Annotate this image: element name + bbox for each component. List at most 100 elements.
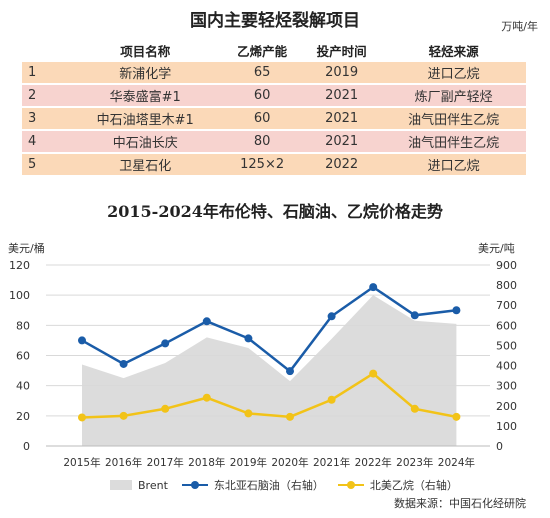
ethane-point bbox=[452, 412, 461, 421]
row-start-year: 2022 bbox=[301, 152, 382, 175]
right-tick-label: 900 bbox=[496, 259, 517, 272]
naphtha-point bbox=[161, 339, 170, 348]
row-capacity: 60 bbox=[222, 106, 302, 130]
x-tick-label: 2020年 bbox=[271, 456, 308, 469]
left-axis-unit: 美元/桶 bbox=[8, 242, 45, 255]
row-project-name: 中石油塔里木#1 bbox=[68, 106, 223, 130]
naphtha-point bbox=[410, 311, 419, 320]
right-tick-label: 400 bbox=[496, 360, 517, 373]
x-tick-label: 2019年 bbox=[230, 456, 267, 469]
right-tick-label: 300 bbox=[496, 380, 517, 393]
chart-title: 2015-2024年布伦特、石脑油、乙烷价格走势 bbox=[107, 202, 443, 221]
legend-label-brent: Brent bbox=[138, 478, 168, 492]
left-tick-label: 120 bbox=[9, 259, 30, 272]
table-unit: 万吨/年 bbox=[501, 20, 538, 33]
ethane-point bbox=[369, 369, 378, 378]
row-start-year: 2021 bbox=[301, 106, 382, 130]
x-tick-label: 2018年 bbox=[188, 456, 225, 469]
right-tick-label: 800 bbox=[496, 279, 517, 292]
row-feed-source: 进口乙烷 bbox=[381, 152, 526, 175]
naphtha-point bbox=[369, 283, 378, 292]
left-tick-label: 40 bbox=[16, 380, 30, 393]
naphtha-point bbox=[452, 306, 461, 315]
row-feed-source: 油气田伴生乙烷 bbox=[381, 129, 526, 153]
legend-item-naphtha: 东北亚石脑油（右轴） bbox=[181, 477, 324, 493]
projects-table: 项目名称 乙烯产能 投产时间 轻烃来源 1 新浦化学 65 2019 进口乙烷 … bbox=[22, 40, 526, 175]
x-tick-label: 2017年 bbox=[147, 456, 184, 469]
ethane-point bbox=[78, 413, 86, 422]
row-index: 3 bbox=[22, 106, 68, 130]
legend-label-ethane: 北美乙烷（右轴） bbox=[369, 479, 458, 492]
legend-label-naphtha: 东北亚石脑油（右轴） bbox=[213, 479, 324, 492]
legend-swatch-brent bbox=[110, 480, 132, 490]
right-tick-label: 500 bbox=[496, 339, 517, 352]
right-tick-label: 0 bbox=[496, 440, 503, 453]
right-tick-label: 600 bbox=[496, 319, 517, 332]
table-row: 3 中石油塔里木#1 60 2021 油气田伴生乙烷 bbox=[22, 106, 526, 130]
x-tick-label: 2016年 bbox=[105, 456, 142, 469]
legend-swatch-naphtha bbox=[181, 480, 208, 490]
row-capacity: 60 bbox=[222, 83, 302, 107]
x-tick-label: 2021年 bbox=[313, 456, 350, 469]
row-capacity: 125×2 bbox=[222, 152, 302, 175]
row-start-year: 2021 bbox=[301, 83, 382, 107]
brent-area bbox=[82, 295, 457, 446]
ethane-point bbox=[286, 412, 294, 421]
header-project-name: 项目名称 bbox=[68, 40, 223, 61]
table-title: 国内主要轻烃裂解项目 bbox=[190, 11, 360, 31]
x-tick-label: 2023年 bbox=[396, 456, 433, 469]
row-index: 2 bbox=[22, 83, 68, 107]
naphtha-point bbox=[286, 367, 294, 376]
ethane-point bbox=[410, 404, 419, 413]
row-project-name: 中石油长庆 bbox=[68, 129, 223, 153]
ethane-point bbox=[119, 411, 128, 420]
data-source: 数据来源：中国石化经研院 bbox=[394, 497, 526, 510]
row-index: 4 bbox=[22, 129, 68, 153]
legend-item-ethane: 北美乙烷（右轴） bbox=[337, 477, 458, 493]
left-tick-label: 0 bbox=[23, 440, 30, 453]
legend-swatch-ethane bbox=[337, 480, 364, 490]
left-tick-label: 20 bbox=[16, 410, 30, 423]
header-index bbox=[22, 40, 68, 61]
header-start-year: 投产时间 bbox=[301, 40, 382, 61]
left-tick-label: 60 bbox=[16, 350, 30, 363]
right-tick-label: 700 bbox=[496, 299, 517, 312]
ethane-line bbox=[81, 372, 457, 419]
ethane-point bbox=[327, 395, 336, 404]
row-project-name: 卫星石化 bbox=[68, 152, 223, 175]
naphtha-point bbox=[78, 336, 86, 345]
row-project-name: 华泰盛富#1 bbox=[68, 83, 223, 107]
row-start-year: 2021 bbox=[301, 129, 382, 153]
chart-legend: Brent 东北亚石脑油（右轴） 北美乙烷（右轴） bbox=[110, 477, 472, 493]
naphtha-line bbox=[81, 285, 457, 373]
header-capacity: 乙烯产能 bbox=[222, 40, 302, 61]
table-row: 1 新浦化学 65 2019 进口乙烷 bbox=[22, 60, 526, 84]
ethane-point bbox=[244, 409, 253, 418]
ethane-point bbox=[202, 393, 211, 402]
row-index: 1 bbox=[22, 60, 68, 84]
row-index: 5 bbox=[22, 152, 68, 175]
row-feed-source: 油气田伴生乙烷 bbox=[381, 106, 526, 130]
row-project-name: 新浦化学 bbox=[68, 60, 223, 84]
table-row: 5 卫星石化 125×2 2022 进口乙烷 bbox=[22, 152, 526, 175]
header-feed-source: 轻烃来源 bbox=[381, 40, 526, 61]
left-tick-label: 100 bbox=[9, 289, 30, 302]
row-capacity: 80 bbox=[222, 129, 302, 153]
naphtha-point bbox=[202, 317, 211, 326]
naphtha-point bbox=[119, 359, 128, 368]
table-row: 4 中石油长庆 80 2021 油气田伴生乙烷 bbox=[22, 129, 526, 153]
right-axis-unit: 美元/吨 bbox=[478, 242, 515, 255]
x-tick-label: 2022年 bbox=[355, 456, 392, 469]
right-tick-label: 200 bbox=[496, 400, 517, 413]
row-start-year: 2019 bbox=[301, 60, 382, 84]
legend-item-brent: Brent bbox=[110, 479, 168, 492]
row-feed-source: 炼厂副产轻烃 bbox=[381, 83, 526, 107]
naphtha-point bbox=[244, 334, 253, 343]
x-tick-label: 2015年 bbox=[63, 456, 100, 469]
naphtha-point bbox=[327, 312, 336, 321]
ethane-point bbox=[161, 404, 170, 413]
table-header-row: 项目名称 乙烯产能 投产时间 轻烃来源 bbox=[22, 40, 526, 61]
row-capacity: 65 bbox=[222, 60, 302, 84]
row-feed-source: 进口乙烷 bbox=[381, 60, 526, 84]
